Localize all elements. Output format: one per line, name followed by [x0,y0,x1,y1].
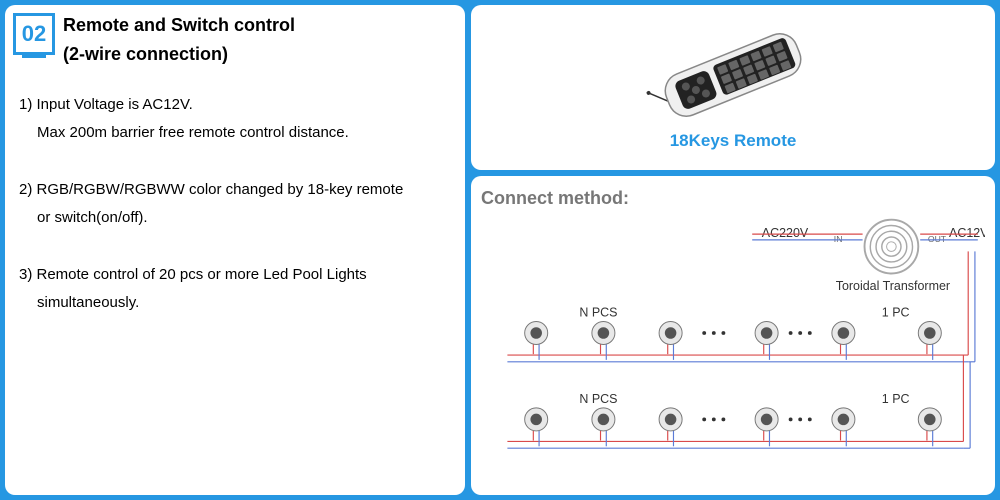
title-line-1: Remote and Switch control [63,11,457,40]
remote-label: 18Keys Remote [670,131,797,151]
remote-icon [643,25,823,125]
transformer-icon [865,220,919,274]
ac-out-label: AC12V [949,226,985,240]
connect-title: Connect method: [481,188,629,209]
onepc-1: 1 PC [882,306,910,320]
in-label: IN [834,234,843,244]
bullet-2b: or switch(on/off). [19,204,451,233]
lights-group [525,321,942,446]
title-block: Remote and Switch control (2-wire connec… [63,11,457,69]
section-number: 02 [22,21,46,47]
bullet-2: 2) RGB/RGBW/RGBWW color changed by 18-ke… [19,176,451,233]
section-number-badge: 02 [13,13,55,55]
remote-panel: 18Keys Remote [471,5,995,170]
npcs-2: N PCS [579,392,617,406]
bullet-1: 1) Input Voltage is AC12V. Max 200m barr… [19,91,451,148]
header: 02 Remote and Switch control (2-wire con… [5,5,465,69]
npcs-1: N PCS [579,306,617,320]
info-panel: 02 Remote and Switch control (2-wire con… [5,5,465,495]
out-label: OUT [928,234,947,244]
onepc-2: 1 PC [882,392,910,406]
bullet-list: 1) Input Voltage is AC12V. Max 200m barr… [5,69,465,318]
wiring-diagram: AC220V IN OUT AC12V Toroidal Transformer… [481,213,985,453]
transformer-label: Toroidal Transformer [836,279,950,293]
bullet-3a: 3) Remote control of 20 pcs or more Led … [19,261,451,290]
title-line-2: (2-wire connection) [63,40,457,69]
bullet-1a: 1) Input Voltage is AC12V. [19,91,451,120]
bullet-1b: Max 200m barrier free remote control dis… [19,119,451,148]
bullet-3: 3) Remote control of 20 pcs or more Led … [19,261,451,318]
bullet-3b: simultaneously. [19,289,451,318]
ac-in-label: AC220V [762,226,809,240]
bullet-2a: 2) RGB/RGBW/RGBWW color changed by 18-ke… [19,176,451,205]
connect-panel: Connect method: AC220V IN OUT AC12V Toro… [471,176,995,495]
